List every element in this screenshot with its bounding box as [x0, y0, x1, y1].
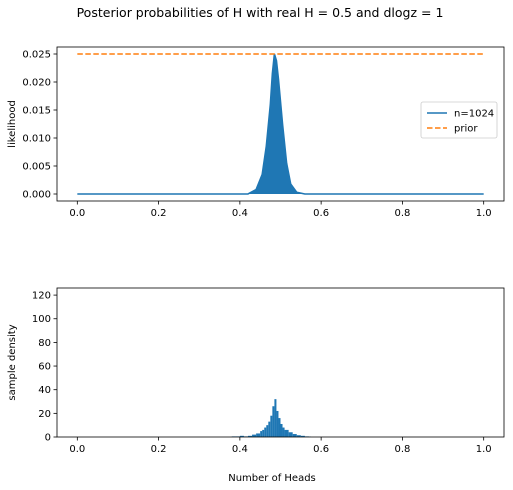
series-area-n1024	[77, 54, 484, 194]
x-tick-label: 0.6	[313, 208, 329, 219]
sample-density-y-axis: 0 20 40 60 80 100 120	[32, 291, 57, 444]
x-tick-label: 0.0	[69, 444, 85, 455]
legend-label: prior	[454, 124, 478, 135]
y-tick-label: 0	[45, 433, 51, 444]
likelihood-panel: 0.0 0.2 0.4 0.6 0.8 1.0 0.0000.0050.0100.0150…	[7, 46, 505, 219]
y-tick-label: 80	[38, 338, 51, 349]
x-tick-label: 0.0	[69, 208, 85, 219]
histogram-bar	[288, 432, 293, 437]
histogram-bar	[274, 399, 277, 437]
sample-density-panel: 0.0 0.2 0.4 0.6 0.8 1.0 0 20 40 60 80 100 120 sampl…	[7, 287, 505, 455]
histogram-bar	[296, 435, 301, 437]
legend-label: n=1024	[454, 109, 494, 120]
x-tick-label: 1.0	[476, 444, 492, 455]
axes-frame	[56, 46, 505, 202]
likelihood-y-label: likelihood	[7, 100, 18, 148]
x-tick-label: 0.2	[151, 208, 167, 219]
histogram-bar	[292, 434, 297, 437]
histogram-bar	[260, 431, 263, 437]
x-tick-label: 1.0	[476, 208, 492, 219]
histogram-bar	[276, 410, 279, 437]
histogram-bar	[262, 429, 265, 437]
histogram-bar	[268, 421, 271, 437]
legend-box	[420, 101, 498, 139]
histogram-bar	[280, 423, 283, 437]
histogram-bar	[270, 415, 273, 437]
x-tick-label: 0.4	[232, 444, 248, 455]
sample-density-x-axis: 0.0 0.2 0.4 0.6 0.8 1.0	[69, 437, 492, 455]
histogram-bar	[272, 406, 275, 437]
histogram-bar	[266, 425, 269, 437]
x-tick-label: 0.8	[394, 208, 410, 219]
histogram-bar	[252, 434, 257, 437]
x-tick-label: 0.6	[313, 444, 329, 455]
x-tick-label: 0.8	[394, 444, 410, 455]
y-tick-label: 0.005	[22, 162, 51, 173]
likelihood-x-axis: 0.0 0.2 0.4 0.6 0.8 1.0	[69, 201, 492, 219]
sample-density-y-label: sample density	[7, 324, 18, 400]
y-tick-label: 20	[38, 409, 51, 420]
x-tick-label: 0.2	[151, 444, 167, 455]
histogram-bar	[284, 429, 289, 437]
y-tick-label: 0.000	[22, 190, 51, 201]
y-tick-label: 0.025	[22, 50, 51, 61]
sample-density-plot-area	[231, 399, 311, 437]
histogram-bar	[278, 418, 281, 437]
histogram-bar	[239, 435, 244, 437]
histogram-bar	[256, 433, 261, 437]
y-tick-label: 0.015	[22, 106, 51, 117]
likelihood-y-axis: 0.000 0.005 0.010 0.015 0.020 0.025	[22, 50, 57, 201]
y-tick-label: 60	[38, 362, 51, 373]
y-tick-label: 120	[32, 291, 51, 302]
axes-frame	[56, 287, 505, 438]
x-tick-label: 0.4	[232, 208, 248, 219]
y-tick-label: 0.020	[22, 78, 51, 89]
y-tick-label: 0.010	[22, 134, 51, 145]
histogram-bar	[264, 427, 267, 437]
legend: n=1024 prior	[420, 101, 498, 139]
x-axis-label: Number of Heads	[228, 473, 316, 484]
y-tick-label: 100	[32, 314, 51, 325]
likelihood-plot-area	[77, 53, 484, 195]
histogram-bar	[247, 435, 253, 437]
figure-title: Posterior probabilities of H with real H…	[77, 5, 444, 20]
histogram-bar	[300, 435, 305, 437]
histogram-bar	[282, 427, 285, 437]
y-tick-label: 40	[38, 385, 51, 396]
